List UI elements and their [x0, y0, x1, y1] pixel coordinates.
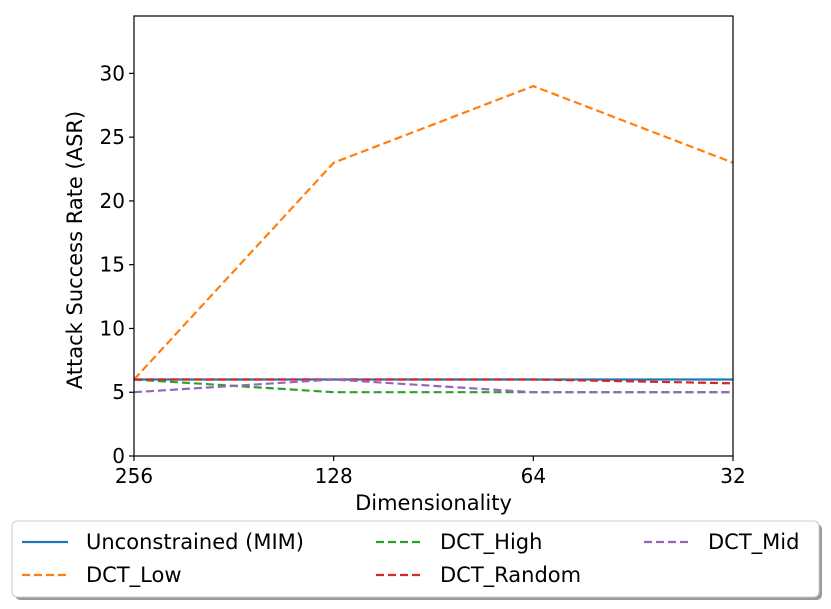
legend-label: DCT_Random	[440, 563, 581, 588]
x-axis-ticks: 256 128 64 32	[115, 456, 746, 488]
legend-box	[11, 520, 820, 598]
series-line-5	[133, 378, 733, 394]
series-line-2	[133, 84, 734, 381]
y-tick-label: 30	[100, 61, 125, 85]
plot-lines	[133, 84, 734, 394]
x-tick-label: 256	[115, 464, 153, 488]
y-tick-label: 25	[100, 125, 125, 149]
y-tick-label: 10	[100, 316, 125, 340]
y-tick-label: 15	[100, 253, 125, 277]
legend: Unconstrained (MIM) DCT_Low DCT_High DCT_Ra…	[11, 520, 822, 600]
x-tick-label: 64	[521, 464, 546, 488]
plot-frame	[133, 15, 734, 457]
y-tick-label: 20	[100, 189, 125, 213]
y-tick-label: 0	[112, 444, 125, 468]
x-tick-label: 32	[720, 464, 745, 488]
legend-label: DCT_Low	[86, 563, 182, 588]
y-tick-label: 5	[112, 380, 125, 404]
legend-label: DCT_High	[440, 530, 542, 555]
legend-label: DCT_Mid	[708, 530, 799, 555]
y-axis-label: Attack Success Rate (ASR)	[63, 111, 87, 389]
x-axis-label: Dimensionality	[355, 491, 512, 515]
y-axis-ticks: 0 5 10 15 20 25 30	[100, 61, 134, 468]
series-line-4	[134, 378, 734, 385]
legend-label: Unconstrained (MIM)	[86, 530, 304, 554]
x-tick-label: 128	[315, 464, 353, 488]
